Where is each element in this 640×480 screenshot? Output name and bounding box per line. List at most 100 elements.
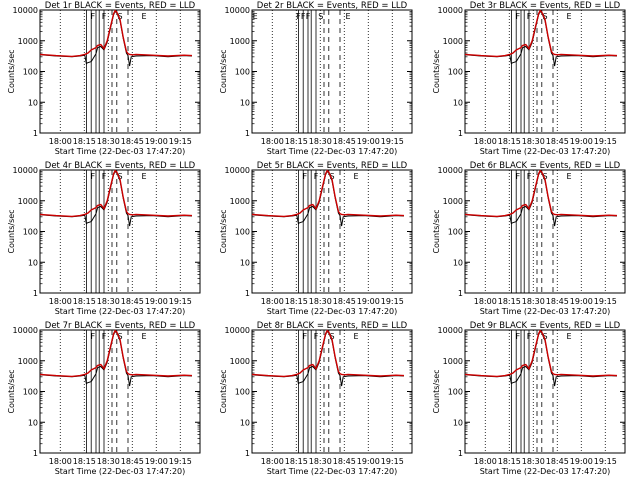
detector-panel-7: Det 7r BLACK = Events, RED = LLD 1 10 100 10… <box>7 321 201 476</box>
x-tick-label: 18:15 <box>73 297 96 306</box>
x-tick-label: 19:15 <box>594 137 617 146</box>
plot-frame <box>251 169 413 294</box>
detector-panel-2: Det 2r BLACK = Events, RED = LLD 1 10 100 10… <box>219 1 413 156</box>
y-tick-label: 100 <box>235 68 250 77</box>
x-tick-label: 18:00 <box>261 457 284 466</box>
x-tick-label: 19:15 <box>594 457 617 466</box>
y-tick-label: 10 <box>28 258 38 267</box>
event-marker-label: F <box>527 172 532 181</box>
panel-title: Det 6r BLACK = Events, RED = LLD <box>470 161 621 171</box>
y-tick-label: 10000 <box>225 166 250 175</box>
event-marker-label: S <box>117 332 122 341</box>
lld-series-line <box>464 169 618 218</box>
y-tick-label: 1000 <box>443 197 463 206</box>
x-tick-label: 18:30 <box>522 137 545 146</box>
y-axis-label: Counts/sec <box>432 49 441 93</box>
y-axis-label: Counts/sec <box>7 369 16 413</box>
x-tick-label: 18:45 <box>546 457 569 466</box>
x-tick-label: 19:15 <box>381 297 404 306</box>
lld-series-line <box>39 329 193 378</box>
y-tick-label: 1000 <box>18 37 38 46</box>
x-tick-label: 19:00 <box>145 297 168 306</box>
x-tick-label: 18:45 <box>121 297 144 306</box>
lld-series-line <box>251 169 405 218</box>
panel-title: Det 2r BLACK = Events, RED = LLD <box>257 1 408 11</box>
x-tick-label: 19:00 <box>570 297 593 306</box>
y-axis-label: Counts/sec <box>7 209 16 253</box>
event-marker-label: E <box>253 12 258 21</box>
x-tick-label: 18:00 <box>474 457 497 466</box>
detector-panel-4: Det 4r BLACK = Events, RED = LLD 1 10 100 10… <box>7 161 201 316</box>
event-marker-label: F <box>314 172 319 181</box>
event-marker-label: S <box>318 12 323 21</box>
event-marker-label: F <box>515 332 520 341</box>
lld-series-line <box>251 329 405 378</box>
event-marker-label: F <box>302 332 307 341</box>
y-tick-label: 10000 <box>13 6 38 15</box>
event-marker-label: S <box>117 12 122 21</box>
detector-panel-6: Det 6r BLACK = Events, RED = LLD 1 10 100 10… <box>432 161 626 316</box>
event-marker-label: F <box>90 332 95 341</box>
event-marker-label: F <box>527 12 532 21</box>
x-axis-label: Start Time (22-Dec-03 17:47:20) <box>55 467 186 476</box>
x-tick-label: 18:45 <box>333 457 356 466</box>
plot-frame <box>251 329 413 454</box>
x-tick-label: 18:15 <box>498 297 521 306</box>
x-tick-label: 19:15 <box>381 137 404 146</box>
plot-frame <box>39 169 201 294</box>
y-tick-label: 1000 <box>18 197 38 206</box>
x-axis-label: Start Time (22-Dec-03 17:47:20) <box>267 467 398 476</box>
x-tick-label: 18:30 <box>522 297 545 306</box>
event-marker-label: F <box>102 12 107 21</box>
y-tick-label: 1 <box>33 449 38 458</box>
y-tick-label: 100 <box>23 228 38 237</box>
y-axis-label: Counts/sec <box>219 209 228 253</box>
event-marker-label: F <box>90 12 95 21</box>
x-tick-label: 18:00 <box>49 137 72 146</box>
x-tick-label: 19:15 <box>381 457 404 466</box>
y-tick-label: 100 <box>23 388 38 397</box>
x-tick-label: 19:00 <box>145 137 168 146</box>
panel-title: Det 4r BLACK = Events, RED = LLD <box>45 161 196 171</box>
x-tick-label: 18:30 <box>309 457 332 466</box>
lld-series-line <box>39 169 193 218</box>
event-marker-label: F <box>314 332 319 341</box>
y-tick-label: 10000 <box>438 6 463 15</box>
event-marker-label: E <box>141 172 146 181</box>
x-tick-label: 19:00 <box>570 457 593 466</box>
y-tick-label: 10 <box>240 418 250 427</box>
x-tick-label: 18:45 <box>333 137 356 146</box>
event-marker-label: S <box>329 332 334 341</box>
panel-title: Det 3r BLACK = Events, RED = LLD <box>470 1 621 11</box>
x-tick-label: 18:30 <box>522 457 545 466</box>
event-marker-label: E <box>353 332 358 341</box>
y-tick-label: 100 <box>235 228 250 237</box>
y-tick-label: 10 <box>240 258 250 267</box>
detector-panel-5: Det 5r BLACK = Events, RED = LLD 1 10 100 10… <box>219 161 413 316</box>
x-axis-label: Start Time (22-Dec-03 17:47:20) <box>480 147 611 156</box>
event-marker-label: E <box>566 12 571 21</box>
y-axis-label: Counts/sec <box>219 369 228 413</box>
y-axis-label: Counts/sec <box>432 209 441 253</box>
x-tick-label: 19:15 <box>169 137 192 146</box>
x-tick-label: 18:15 <box>285 297 308 306</box>
lld-series-line <box>464 9 618 58</box>
y-tick-label: 1 <box>245 129 250 138</box>
event-marker-label: E <box>141 12 146 21</box>
panel-title: Det 1r BLACK = Events, RED = LLD <box>45 1 196 11</box>
events-series-line <box>39 10 193 67</box>
y-tick-label: 1000 <box>443 37 463 46</box>
event-marker-label: F <box>102 332 107 341</box>
plot-frame <box>464 9 626 134</box>
x-axis-label: Start Time (22-Dec-03 17:47:20) <box>480 307 611 316</box>
lld-series-line <box>464 329 618 378</box>
lld-series-line <box>39 9 193 58</box>
y-tick-label: 10 <box>453 258 463 267</box>
y-tick-label: 10 <box>453 98 463 107</box>
y-tick-label: 10000 <box>225 6 250 15</box>
x-axis-label: Start Time (22-Dec-03 17:47:20) <box>55 147 186 156</box>
event-marker-label: S <box>542 332 547 341</box>
y-tick-label: 100 <box>448 68 463 77</box>
x-tick-label: 18:15 <box>285 457 308 466</box>
x-tick-label: 18:15 <box>285 137 308 146</box>
